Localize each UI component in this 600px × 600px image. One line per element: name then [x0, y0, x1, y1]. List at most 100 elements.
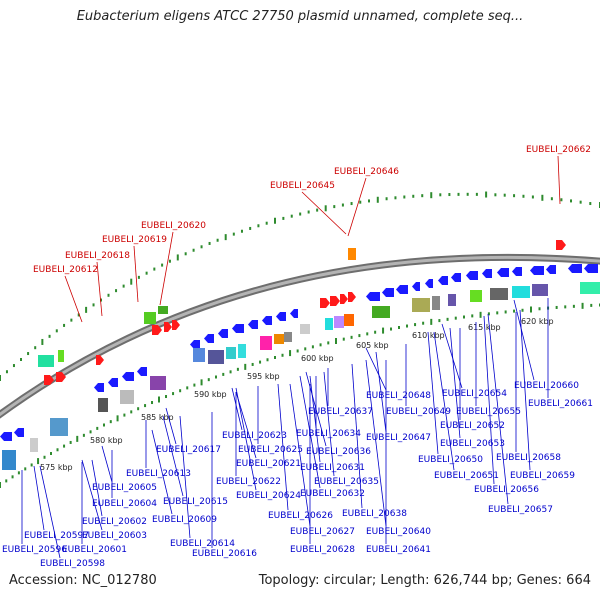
reverse-gene-label: EUBELI_20638 — [342, 509, 407, 519]
inner-tick-dot — [382, 327, 385, 334]
reverse-gene-label: EUBELI_20648 — [366, 391, 431, 401]
inner-tick-dot — [350, 335, 353, 339]
outer-tick-dot — [503, 193, 506, 197]
gene-feature-block — [372, 306, 390, 318]
outer-tick-dot — [439, 193, 442, 197]
outer-tick-dot — [85, 306, 88, 313]
reverse-gene-arrow — [482, 269, 492, 278]
reverse-leader-line — [487, 313, 509, 505]
reverse-leader-line — [519, 309, 531, 471]
reverse-leader-line — [449, 327, 461, 439]
gene-feature-block — [98, 398, 108, 412]
outer-tick-dot — [307, 210, 310, 214]
inner-tick-dot — [319, 343, 322, 347]
reverse-gene-arrow — [512, 267, 522, 276]
reverse-gene-arrow — [546, 265, 556, 274]
inner-tick-dot — [487, 312, 490, 316]
inner-tick-dot — [430, 318, 433, 325]
reverse-gene-arrow — [497, 268, 509, 277]
reverse-gene-label: EUBELI_20640 — [366, 527, 431, 537]
reverse-gene-label: EUBELI_20635 — [314, 477, 379, 487]
reverse-gene-arrow — [232, 324, 244, 333]
kbp-tick-label: 595 kbp — [247, 372, 280, 381]
outer-tick-dot — [115, 289, 118, 293]
gene-feature-block — [158, 306, 168, 314]
reverse-leader-line — [91, 459, 103, 517]
reverse-leader-line — [483, 315, 495, 485]
inner-tick-dot — [454, 316, 457, 320]
gene-feature-block — [58, 350, 64, 362]
reverse-gene-label: EUBELI_20651 — [434, 471, 499, 481]
outer-tick-dot — [224, 234, 227, 241]
reverse-gene-arrow — [137, 367, 147, 376]
reverse-leader-line — [151, 429, 173, 515]
inner-tick-dot — [555, 305, 558, 309]
gene-feature-block — [470, 290, 482, 302]
tick-dot-rings — [0, 191, 600, 488]
reverse-gene-arrow — [425, 279, 433, 288]
inner-tick-dot — [96, 426, 99, 430]
inner-tick-dot — [0, 482, 1, 488]
inner-tick-dot — [37, 458, 40, 465]
reverse-gene-label: EUBELI_20659 — [510, 471, 575, 481]
reverse-leader-line — [179, 415, 191, 539]
reverse-leader-line — [427, 331, 439, 455]
reverse-gene-label: EUBELI_20649 — [386, 407, 451, 417]
reverse-leader-line — [433, 331, 455, 471]
outer-tick-dot — [0, 375, 1, 381]
inner-tick-dot — [289, 350, 292, 357]
outer-tick-dot — [122, 284, 125, 288]
inner-tick-dot — [259, 360, 262, 364]
reverse-gene-label: EUBELI_20660 — [514, 381, 579, 391]
reverse-gene-arrow — [0, 432, 12, 441]
inner-tick-dot — [496, 311, 499, 315]
outer-tick-dot — [100, 298, 103, 302]
reverse-leader-line — [33, 465, 45, 531]
reverse-gene-label: EUBELI_20641 — [366, 545, 431, 555]
gene-feature-block — [30, 438, 38, 452]
outer-tick-dot — [589, 202, 592, 206]
topology-summary: Topology: circular; Length: 626,744 bp; … — [258, 573, 591, 588]
reverse-leader-line — [235, 387, 257, 491]
outer-tick-dot — [359, 200, 362, 204]
outer-tick-dot — [421, 194, 424, 198]
reverse-gene-label: EUBELI_20628 — [290, 545, 355, 555]
inner-tick-dot — [296, 349, 299, 353]
forward-gene-arrow — [340, 294, 348, 304]
inner-tick-dot — [179, 389, 182, 393]
reverse-leader-line — [289, 383, 311, 527]
reverse-gene-label: EUBELI_20597 — [24, 531, 89, 541]
inner-tick-dot — [342, 337, 345, 341]
kbp-tick-label: 580 kbp — [90, 436, 123, 445]
inner-tick-dot — [236, 367, 239, 371]
inner-tick-dot — [50, 452, 52, 455]
reverse-leader-line — [162, 415, 184, 497]
outer-tick-dot — [513, 194, 516, 198]
outer-tick-dot — [341, 203, 344, 207]
inner-tick-dot — [186, 386, 189, 390]
outer-tick-dot — [316, 208, 319, 212]
inner-tick-dot — [89, 430, 92, 434]
inner-tick-dot — [172, 392, 175, 396]
outer-tick-dot — [457, 192, 460, 196]
reverse-gene-label: EUBELI_20655 — [456, 407, 521, 417]
backbone-arc-highlight — [0, 255, 600, 417]
outer-tick-dot — [130, 278, 133, 285]
reverse-gene-label: EUBELI_20654 — [442, 389, 507, 399]
gene-feature-block — [284, 332, 292, 342]
reverse-gene-label: EUBELI_20623 — [222, 431, 287, 441]
reverse-gene-label: EUBELI_20603 — [82, 531, 147, 541]
backbone-arc — [0, 253, 600, 419]
inner-tick-dot — [165, 395, 168, 399]
reverse-gene-arrow — [248, 320, 258, 329]
outer-tick-dot — [27, 352, 30, 356]
kbp-tick-label: 600 kbp — [301, 354, 334, 363]
reverse-gene-arrow — [396, 285, 408, 294]
reverse-gene-label: EUBELI_20615 — [163, 497, 228, 507]
outer-tick-dot — [290, 214, 293, 218]
reverse-gene-label: EUBELI_20614 — [170, 539, 235, 549]
inner-tick-dot — [200, 379, 203, 386]
gene-feature-block — [448, 294, 456, 306]
outer-tick-dot — [475, 192, 478, 196]
